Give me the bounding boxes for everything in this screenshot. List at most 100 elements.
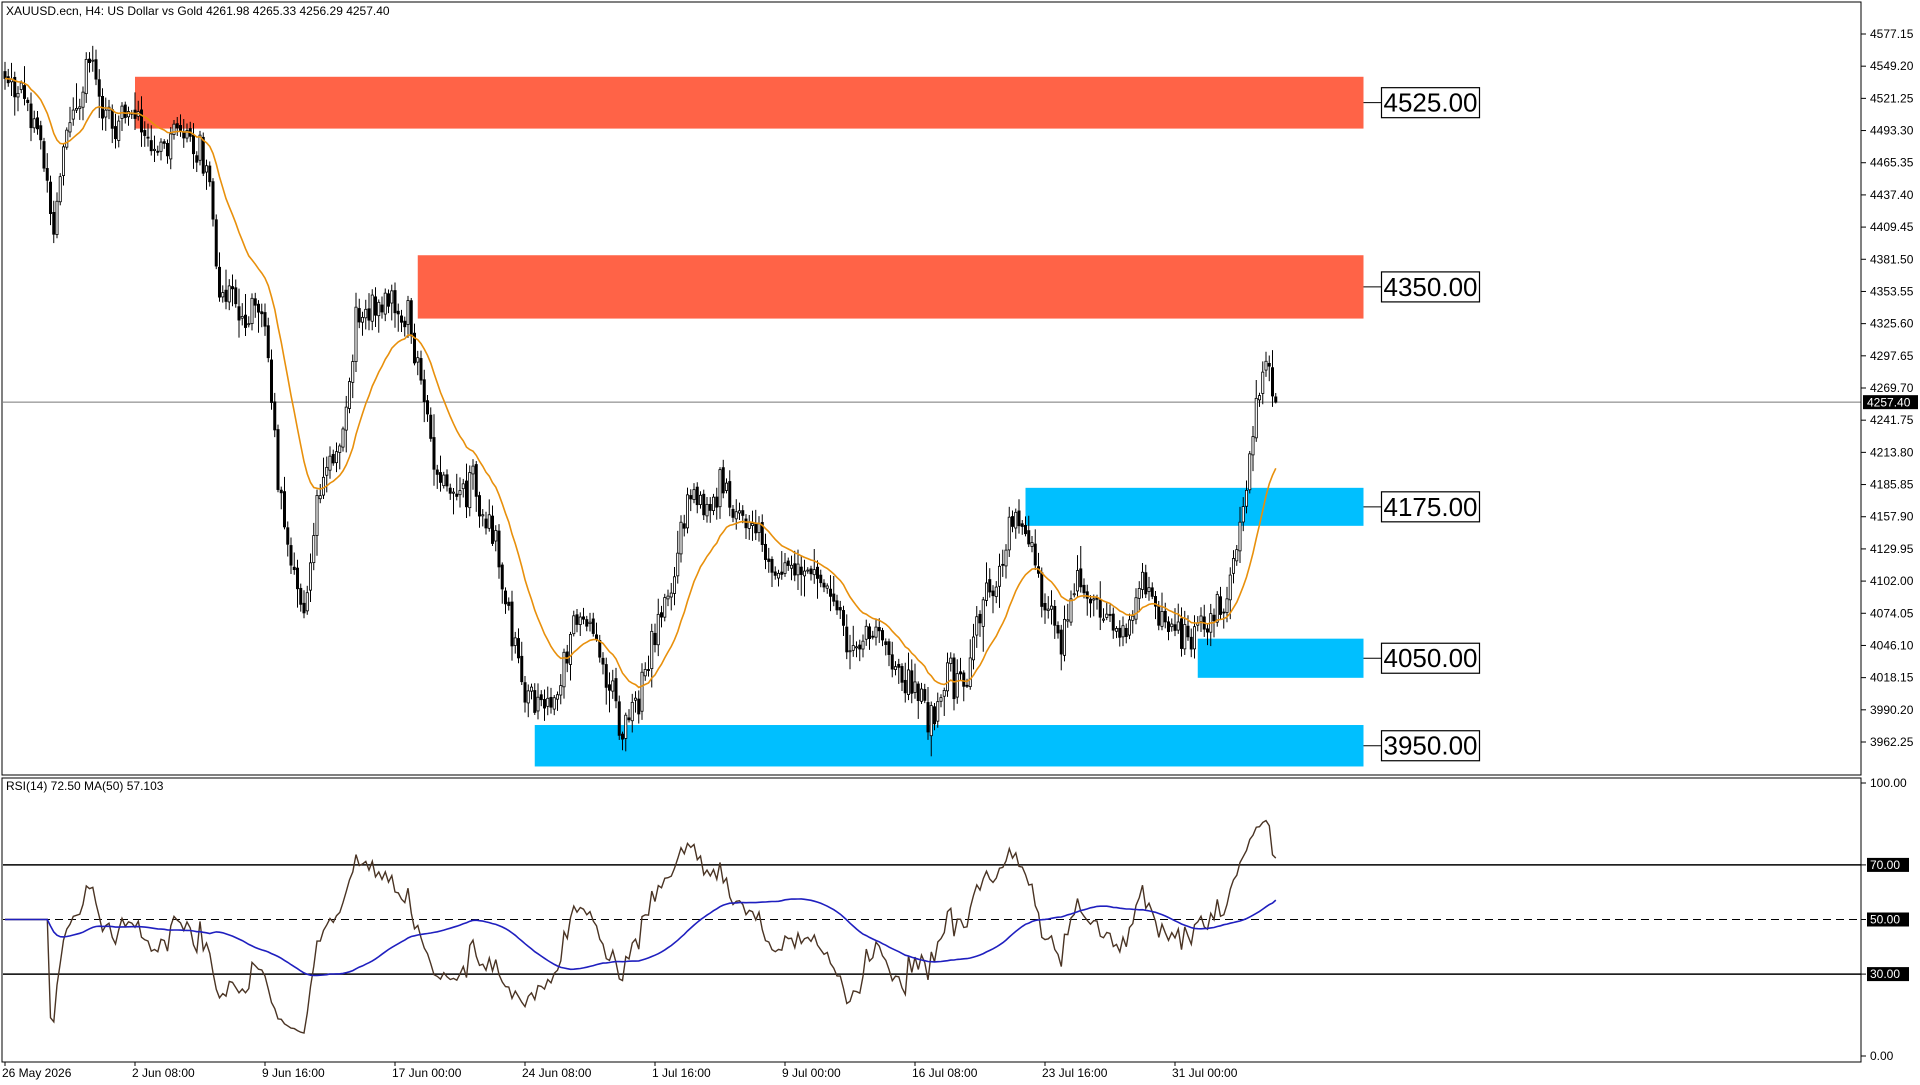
- candle: [507, 597, 511, 611]
- candle: [530, 683, 534, 700]
- candle: [396, 303, 400, 332]
- candle: [445, 469, 449, 492]
- rsi-axis-label: 0.00: [1870, 1049, 1894, 1063]
- candle: [1043, 593, 1047, 624]
- candle: [1147, 576, 1151, 601]
- candle: [425, 395, 429, 422]
- time-axis-label: 31 Jul 00:00: [1172, 1066, 1238, 1080]
- rsi-axis-label: 70.00: [1870, 858, 1900, 872]
- candle: [16, 86, 20, 112]
- candle: [295, 559, 299, 608]
- candle: [777, 569, 781, 587]
- candle: [647, 655, 651, 677]
- candle: [279, 486, 283, 510]
- candle: [321, 457, 325, 500]
- candle: [1105, 602, 1109, 621]
- candle: [503, 587, 507, 614]
- candle: [451, 487, 455, 515]
- candle: [347, 377, 351, 414]
- candle: [546, 686, 550, 716]
- price-axis-label: 4549.20: [1870, 59, 1914, 73]
- candle: [621, 731, 625, 751]
- candle: [1063, 605, 1067, 662]
- candle: [773, 566, 777, 580]
- candle: [39, 120, 43, 150]
- time-axis-label: 1 Jul 16:00: [652, 1066, 711, 1080]
- current-price-tag: [1863, 395, 1918, 410]
- candle: [1111, 607, 1115, 639]
- candle: [276, 424, 280, 493]
- candle: [1264, 351, 1268, 377]
- candle: [1141, 562, 1145, 599]
- price-axis-label: 4437.40: [1870, 188, 1914, 202]
- candle: [946, 652, 950, 697]
- candle: [1144, 564, 1148, 598]
- candle: [406, 295, 410, 338]
- candle: [543, 689, 547, 721]
- candle: [975, 606, 979, 648]
- candle: [1238, 506, 1242, 563]
- candle: [923, 683, 927, 704]
- price-axis-label: 4325.60: [1870, 317, 1914, 331]
- candle: [718, 467, 722, 519]
- candle: [1014, 508, 1018, 539]
- candle: [517, 628, 521, 664]
- candle: [978, 610, 982, 637]
- candle: [1020, 520, 1024, 535]
- candle: [1150, 582, 1154, 600]
- candle: [312, 522, 316, 571]
- candle: [783, 553, 787, 577]
- candle: [403, 316, 407, 337]
- candle: [1189, 628, 1193, 658]
- candle: [22, 66, 26, 106]
- time-axis-label: 24 Jun 08:00: [522, 1066, 592, 1080]
- candle: [399, 309, 403, 332]
- candle: [731, 505, 735, 523]
- candle: [266, 317, 270, 363]
- candle: [900, 663, 904, 692]
- candle: [634, 691, 638, 713]
- candle: [809, 565, 813, 581]
- price-axis-label: 4381.50: [1870, 252, 1914, 266]
- candle: [741, 505, 745, 524]
- candle: [1069, 590, 1073, 626]
- candle: [1059, 624, 1063, 671]
- candle: [1024, 516, 1028, 537]
- frame-layer: [1, 1, 1862, 1063]
- candle: [159, 138, 163, 161]
- candle: [1050, 590, 1054, 625]
- candle: [305, 585, 309, 615]
- candle: [643, 662, 647, 681]
- candle: [243, 293, 247, 337]
- candle: [211, 178, 215, 227]
- candle: [42, 137, 46, 172]
- candle: [29, 92, 33, 142]
- candle: [939, 694, 943, 708]
- candle: [679, 515, 683, 563]
- candle: [240, 303, 244, 326]
- candle: [474, 461, 478, 512]
- candle: [835, 594, 839, 615]
- candle: [286, 521, 290, 557]
- candle: [1089, 595, 1093, 618]
- candle: [539, 690, 543, 707]
- candle: [686, 487, 690, 534]
- candle: [760, 514, 764, 552]
- candle: [45, 153, 49, 193]
- candle: [656, 598, 660, 657]
- time-axis-label: 9 Jun 16:00: [262, 1066, 325, 1080]
- candle: [845, 614, 849, 660]
- candle: [1102, 608, 1106, 623]
- candle: [217, 252, 221, 302]
- price-axis-label: 4241.75: [1870, 413, 1914, 427]
- price-axis-label: 4074.05: [1870, 606, 1914, 620]
- candle: [91, 45, 95, 72]
- candle: [968, 639, 972, 690]
- candle: [13, 71, 17, 116]
- candle: [149, 125, 153, 156]
- candle: [770, 556, 774, 588]
- candle: [552, 695, 556, 716]
- candle: [490, 505, 494, 547]
- candle: [933, 702, 937, 731]
- candle: [624, 712, 628, 752]
